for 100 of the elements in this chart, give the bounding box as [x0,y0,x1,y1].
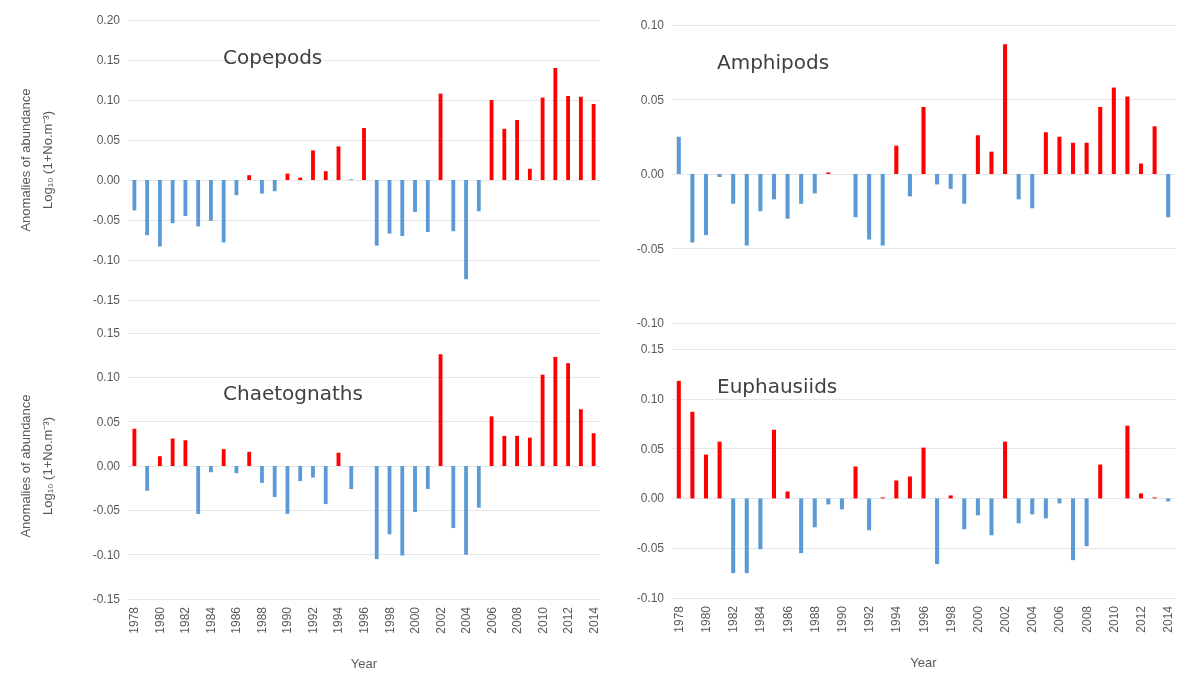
x-tick-label: 2008 [1079,605,1094,633]
bar [578,96,583,180]
bar [1138,493,1144,499]
y-tick-label: -0.10 [92,547,121,562]
bar [771,429,776,499]
x-tick-label: 1988 [807,605,822,633]
bar [1166,174,1171,218]
bar [935,498,940,565]
bar [758,498,763,550]
bar [183,440,188,466]
bar [553,356,558,466]
bar [826,498,831,505]
bar [362,128,366,180]
x-tick-label: 2010 [535,606,550,634]
y-tick-label: -0.15 [92,592,121,606]
bar [272,466,277,498]
text: Amphipods [717,50,830,74]
text: Chaetognaths [223,381,363,405]
y-tick-label: -0.10 [636,316,665,330]
bar [527,437,532,466]
bar [894,145,899,174]
bar [1057,498,1062,504]
text: Copepods [223,45,323,69]
bar [1125,425,1130,499]
bar [676,380,681,499]
x-tick-label: 1986 [780,605,795,633]
bar [247,175,252,180]
bar [690,411,695,499]
bar [731,498,736,574]
bar [260,180,264,194]
y-tick-label: 0.20 [96,13,121,27]
bar [962,174,967,204]
bar [272,180,277,192]
bar [812,498,817,528]
x-tick-label: 1984 [203,606,218,634]
bar [425,466,430,490]
y-tick-label: 0.00 [96,459,121,473]
bar [1057,136,1062,174]
bar [425,180,430,232]
bar [374,180,379,246]
bar [1071,142,1076,174]
bar [1084,498,1089,547]
bar [349,466,354,490]
x-tick-label: 1990 [834,605,849,633]
bar [690,174,695,243]
y-tick-label: 0.10 [96,370,121,385]
bar [921,447,926,499]
bar [1125,96,1130,174]
bar [758,174,763,212]
bar [553,68,558,180]
y-tick-label: 0.00 [640,167,665,181]
bar [183,180,188,216]
bar [867,174,872,240]
bar [221,449,226,466]
x-tick-label: 2014 [586,606,601,634]
x-tick-label: 1978 [127,606,142,634]
x-tick-label: 2012 [561,606,576,634]
y-tick-label: 0.10 [640,391,665,406]
bar [853,466,858,499]
x-tick-label: 2010 [1106,605,1121,633]
bar [907,476,912,499]
y-tick-label: -0.05 [636,241,665,256]
bar [785,174,790,219]
bar [540,374,545,466]
bar [260,466,264,483]
bar [880,174,885,246]
bar [717,441,722,499]
x-tick-label: 1978 [671,605,686,633]
bar [812,174,817,194]
bar [989,151,994,174]
bar [566,96,571,180]
bar [298,466,303,482]
bar [1030,498,1035,515]
bar [515,435,519,466]
bar [145,180,150,236]
y-tick-label: 0.05 [640,441,665,456]
bar [400,180,405,236]
bar [907,174,912,197]
bar [540,97,545,180]
bar [935,174,940,185]
bar [476,180,481,212]
bar [196,180,201,227]
x-tick-label: 1998 [943,605,958,633]
x-tick-label: 1996 [916,605,931,633]
bar [948,495,953,499]
x-tick-label: 1990 [280,606,295,634]
x-tick-label: 1994 [331,606,346,634]
y-tick-label: 0.00 [640,491,665,506]
x-tick-label: 1996 [357,606,371,634]
x-tick-label: 1994 [889,605,904,633]
bar [1016,498,1021,524]
bar [221,180,226,243]
bar [591,433,596,466]
bar [145,466,150,491]
bar [515,120,519,180]
bar [170,180,175,224]
bar [413,466,417,513]
x-axis-title: Year [910,655,938,670]
bar [975,498,980,516]
bar [413,180,417,212]
